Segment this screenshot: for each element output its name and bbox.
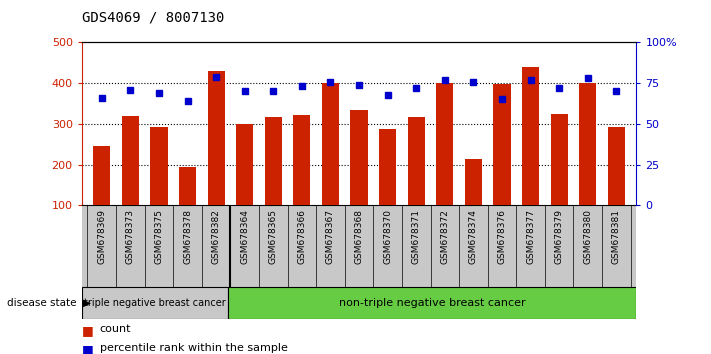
Bar: [228, 287, 636, 319]
Text: GSM678380: GSM678380: [583, 209, 592, 264]
Bar: [150, 127, 168, 246]
Text: GSM678365: GSM678365: [269, 209, 278, 264]
Text: GSM678377: GSM678377: [526, 209, 535, 264]
Bar: [264, 116, 282, 246]
Bar: [465, 159, 482, 246]
Text: ■: ■: [82, 324, 94, 337]
Text: non-triple negative breast cancer: non-triple negative breast cancer: [338, 298, 525, 308]
Text: GSM678381: GSM678381: [612, 209, 621, 264]
Bar: [379, 129, 396, 246]
Text: GSM678371: GSM678371: [412, 209, 421, 264]
Text: GSM678370: GSM678370: [383, 209, 392, 264]
Text: GDS4069 / 8007130: GDS4069 / 8007130: [82, 11, 224, 25]
Text: GSM678373: GSM678373: [126, 209, 135, 264]
Bar: [608, 127, 625, 246]
Text: GSM678368: GSM678368: [355, 209, 363, 264]
Bar: [208, 71, 225, 246]
Text: GSM678369: GSM678369: [97, 209, 106, 264]
Text: GSM678367: GSM678367: [326, 209, 335, 264]
Bar: [407, 118, 424, 246]
Bar: [294, 115, 311, 246]
Bar: [493, 84, 510, 246]
Bar: [579, 83, 597, 246]
Bar: [122, 116, 139, 246]
Text: GSM678366: GSM678366: [297, 209, 306, 264]
Text: GSM678378: GSM678378: [183, 209, 192, 264]
Text: GSM678382: GSM678382: [212, 209, 220, 264]
Text: count: count: [100, 324, 131, 334]
Bar: [93, 146, 110, 246]
Bar: [82, 287, 228, 319]
Text: GSM678364: GSM678364: [240, 209, 250, 264]
Text: GSM678375: GSM678375: [154, 209, 164, 264]
Bar: [351, 110, 368, 246]
Text: GSM678379: GSM678379: [555, 209, 564, 264]
Bar: [179, 167, 196, 246]
Text: percentile rank within the sample: percentile rank within the sample: [100, 343, 287, 353]
Text: disease state  ▶: disease state ▶: [7, 298, 91, 308]
Text: GSM678372: GSM678372: [440, 209, 449, 264]
Bar: [322, 83, 339, 246]
Bar: [236, 124, 253, 246]
Text: ■: ■: [82, 343, 94, 354]
Bar: [522, 67, 539, 246]
Bar: [437, 83, 454, 246]
Text: GSM678374: GSM678374: [469, 209, 478, 264]
Bar: [550, 114, 568, 246]
Text: triple negative breast cancer: triple negative breast cancer: [84, 298, 225, 308]
Text: GSM678376: GSM678376: [498, 209, 506, 264]
